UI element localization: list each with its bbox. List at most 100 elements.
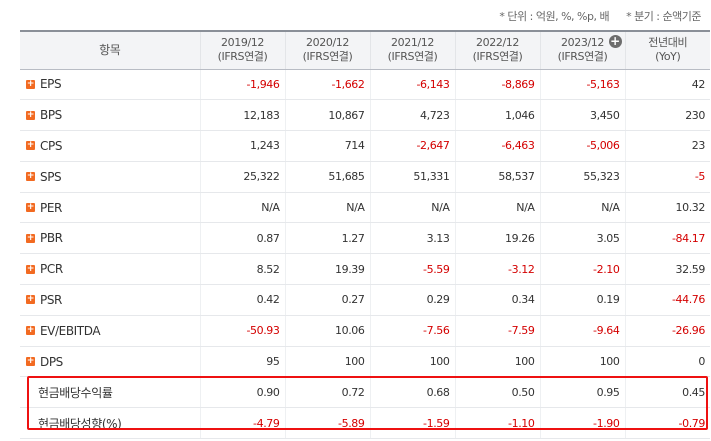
value-cell: -5,163: [539, 69, 625, 101]
expand-plus-icon[interactable]: +: [26, 325, 35, 336]
value-cell: 0.50: [454, 376, 540, 409]
row-label-cell[interactable]: + SPS: [20, 161, 200, 193]
value-cell: 51,685: [284, 161, 370, 193]
value-cell: -1.90: [539, 407, 625, 440]
header-period: 2021/12: [391, 36, 434, 50]
value-cell: 19.26: [454, 222, 540, 255]
yoy-cell: -26.96: [624, 315, 710, 347]
expand-plus-icon[interactable]: +: [26, 232, 35, 243]
row-label-cell[interactable]: + PSR: [20, 284, 200, 316]
value-cell: -7.59: [454, 315, 540, 347]
header-basis: (IFRS연결): [217, 50, 268, 64]
row-label-cell[interactable]: + DPS: [20, 346, 200, 378]
value-cell: -1,662: [284, 69, 370, 101]
row-label-cell[interactable]: + CPS: [20, 130, 200, 162]
value-cell: 58,537: [454, 161, 540, 193]
header-basis: (IFRS연결): [472, 50, 523, 64]
row-label: SPS: [40, 169, 62, 184]
expand-plus-icon[interactable]: +: [26, 78, 35, 89]
header-basis: (IFRS연결): [387, 50, 438, 64]
value-cell: 8.52: [199, 253, 285, 286]
row-label-cell[interactable]: + PER: [20, 192, 200, 224]
value-cell: 1.27: [284, 222, 370, 255]
value-cell: N/A: [284, 192, 370, 224]
row-label-cell[interactable]: + EPS: [20, 69, 200, 101]
table-row: + PCR 8.52 19.39 -5.59 -3.12 -2.10 32.59: [20, 253, 710, 286]
yoy-cell: 10.32: [624, 192, 710, 224]
table-row: + PER N/A N/A N/A N/A N/A 10.32: [20, 192, 710, 224]
expand-plus-icon[interactable]: +: [26, 263, 35, 274]
expand-plus-icon[interactable]: +: [26, 140, 35, 151]
value-cell: 25,322: [199, 161, 285, 193]
value-cell: N/A: [369, 192, 455, 224]
header-basis: (IFRS연결): [557, 50, 608, 64]
value-cell: 0.34: [454, 284, 540, 316]
table-row: + BPS 12,183 10,867 4,723 1,046 3,450 230: [20, 99, 710, 132]
yoy-cell: 230: [624, 99, 710, 132]
value-cell: N/A: [539, 192, 625, 224]
value-cell: 0.19: [539, 284, 625, 316]
value-cell: -5.89: [284, 407, 370, 440]
value-cell: 95: [199, 346, 285, 378]
header-row: 항목 2019/12 (IFRS연결) 2020/12 (IFRS연결) 202…: [20, 30, 710, 70]
table-row: + EV/EBITDA -50.93 10.06 -7.56 -7.59 -9.64 -26.…: [20, 315, 710, 347]
expand-plus-icon[interactable]: +: [26, 294, 35, 305]
value-cell: 51,331: [369, 161, 455, 193]
table-row: + PBR 0.87 1.27 3.13 19.26 3.05 -84.17: [20, 222, 710, 255]
header-col-2022: 2022/12 (IFRS연결): [454, 30, 540, 70]
value-cell: 3.05: [539, 222, 625, 255]
value-cell: 3,450: [539, 99, 625, 132]
table-header: 항목 2019/12 (IFRS연결) 2020/12 (IFRS연결) 202…: [20, 30, 710, 70]
table-body: + EPS -1,946 -1,662 -6,143 -8,869 -5,163 42 + BPS…: [20, 69, 710, 440]
value-cell: 4,723: [369, 99, 455, 132]
header-period: 2022/12: [476, 36, 519, 50]
yoy-cell: -0.79: [624, 407, 710, 440]
value-cell: 0.90: [199, 376, 285, 409]
row-label-cell: 현금배당수익률: [20, 376, 200, 409]
value-cell: -50.93: [199, 315, 285, 347]
value-cell: 1,046: [454, 99, 540, 132]
row-label-cell[interactable]: + EV/EBITDA: [20, 315, 200, 347]
expand-plus-icon[interactable]: +: [26, 202, 35, 213]
row-label: PCR: [40, 262, 63, 277]
row-label-cell[interactable]: + BPS: [20, 99, 200, 132]
value-cell: 0.72: [284, 376, 370, 409]
value-cell: 0.95: [539, 376, 625, 409]
header-yoy-label: 전년대비: [648, 36, 688, 50]
header-period: 2020/12: [306, 36, 349, 50]
header-col-2021: 2021/12 (IFRS연결): [369, 30, 455, 70]
expand-plus-icon[interactable]: +: [26, 171, 35, 182]
yoy-cell: 0: [624, 346, 710, 378]
value-cell: -7.56: [369, 315, 455, 347]
row-label-cell[interactable]: + PBR: [20, 222, 200, 255]
table-row: + CPS 1,243 714 -2,647 -6,463 -5,006 23: [20, 130, 710, 162]
table-row: + DPS 95 100 100 100 100 0: [20, 346, 710, 378]
value-cell: 100: [454, 346, 540, 378]
expand-plus-icon[interactable]: +: [26, 356, 35, 367]
table-row: + EPS -1,946 -1,662 -6,143 -8,869 -5,163 42: [20, 69, 710, 101]
yoy-cell: 0.45: [624, 376, 710, 409]
row-label: CPS: [40, 138, 63, 153]
header-yoy-sub: (YoY): [655, 50, 681, 64]
expand-plus-icon[interactable]: +: [26, 109, 35, 120]
value-cell: -3.12: [454, 253, 540, 286]
row-label: PSR: [40, 292, 62, 307]
yoy-cell: 42: [624, 69, 710, 101]
yoy-cell: 32.59: [624, 253, 710, 286]
value-cell: 55,323: [539, 161, 625, 193]
value-cell: -5,006: [539, 130, 625, 162]
expand-columns-plus-icon[interactable]: +: [608, 34, 622, 48]
yoy-cell: -44.76: [624, 284, 710, 316]
value-cell: -9.64: [539, 315, 625, 347]
value-cell: 10,867: [284, 99, 370, 132]
row-label-cell[interactable]: + PCR: [20, 253, 200, 286]
row-label: BPS: [40, 108, 62, 123]
yoy-cell: -5: [624, 161, 710, 193]
value-cell: N/A: [454, 192, 540, 224]
financial-ratio-table: 항목 2019/12 (IFRS연결) 2020/12 (IFRS연결) 202…: [20, 30, 710, 440]
value-cell: 19.39: [284, 253, 370, 286]
value-cell: -5.59: [369, 253, 455, 286]
unit-label: * 단위 : 억원, %, %p, 배: [499, 10, 610, 23]
header-col-2019: 2019/12 (IFRS연결): [199, 30, 285, 70]
value-cell: -2.10: [539, 253, 625, 286]
